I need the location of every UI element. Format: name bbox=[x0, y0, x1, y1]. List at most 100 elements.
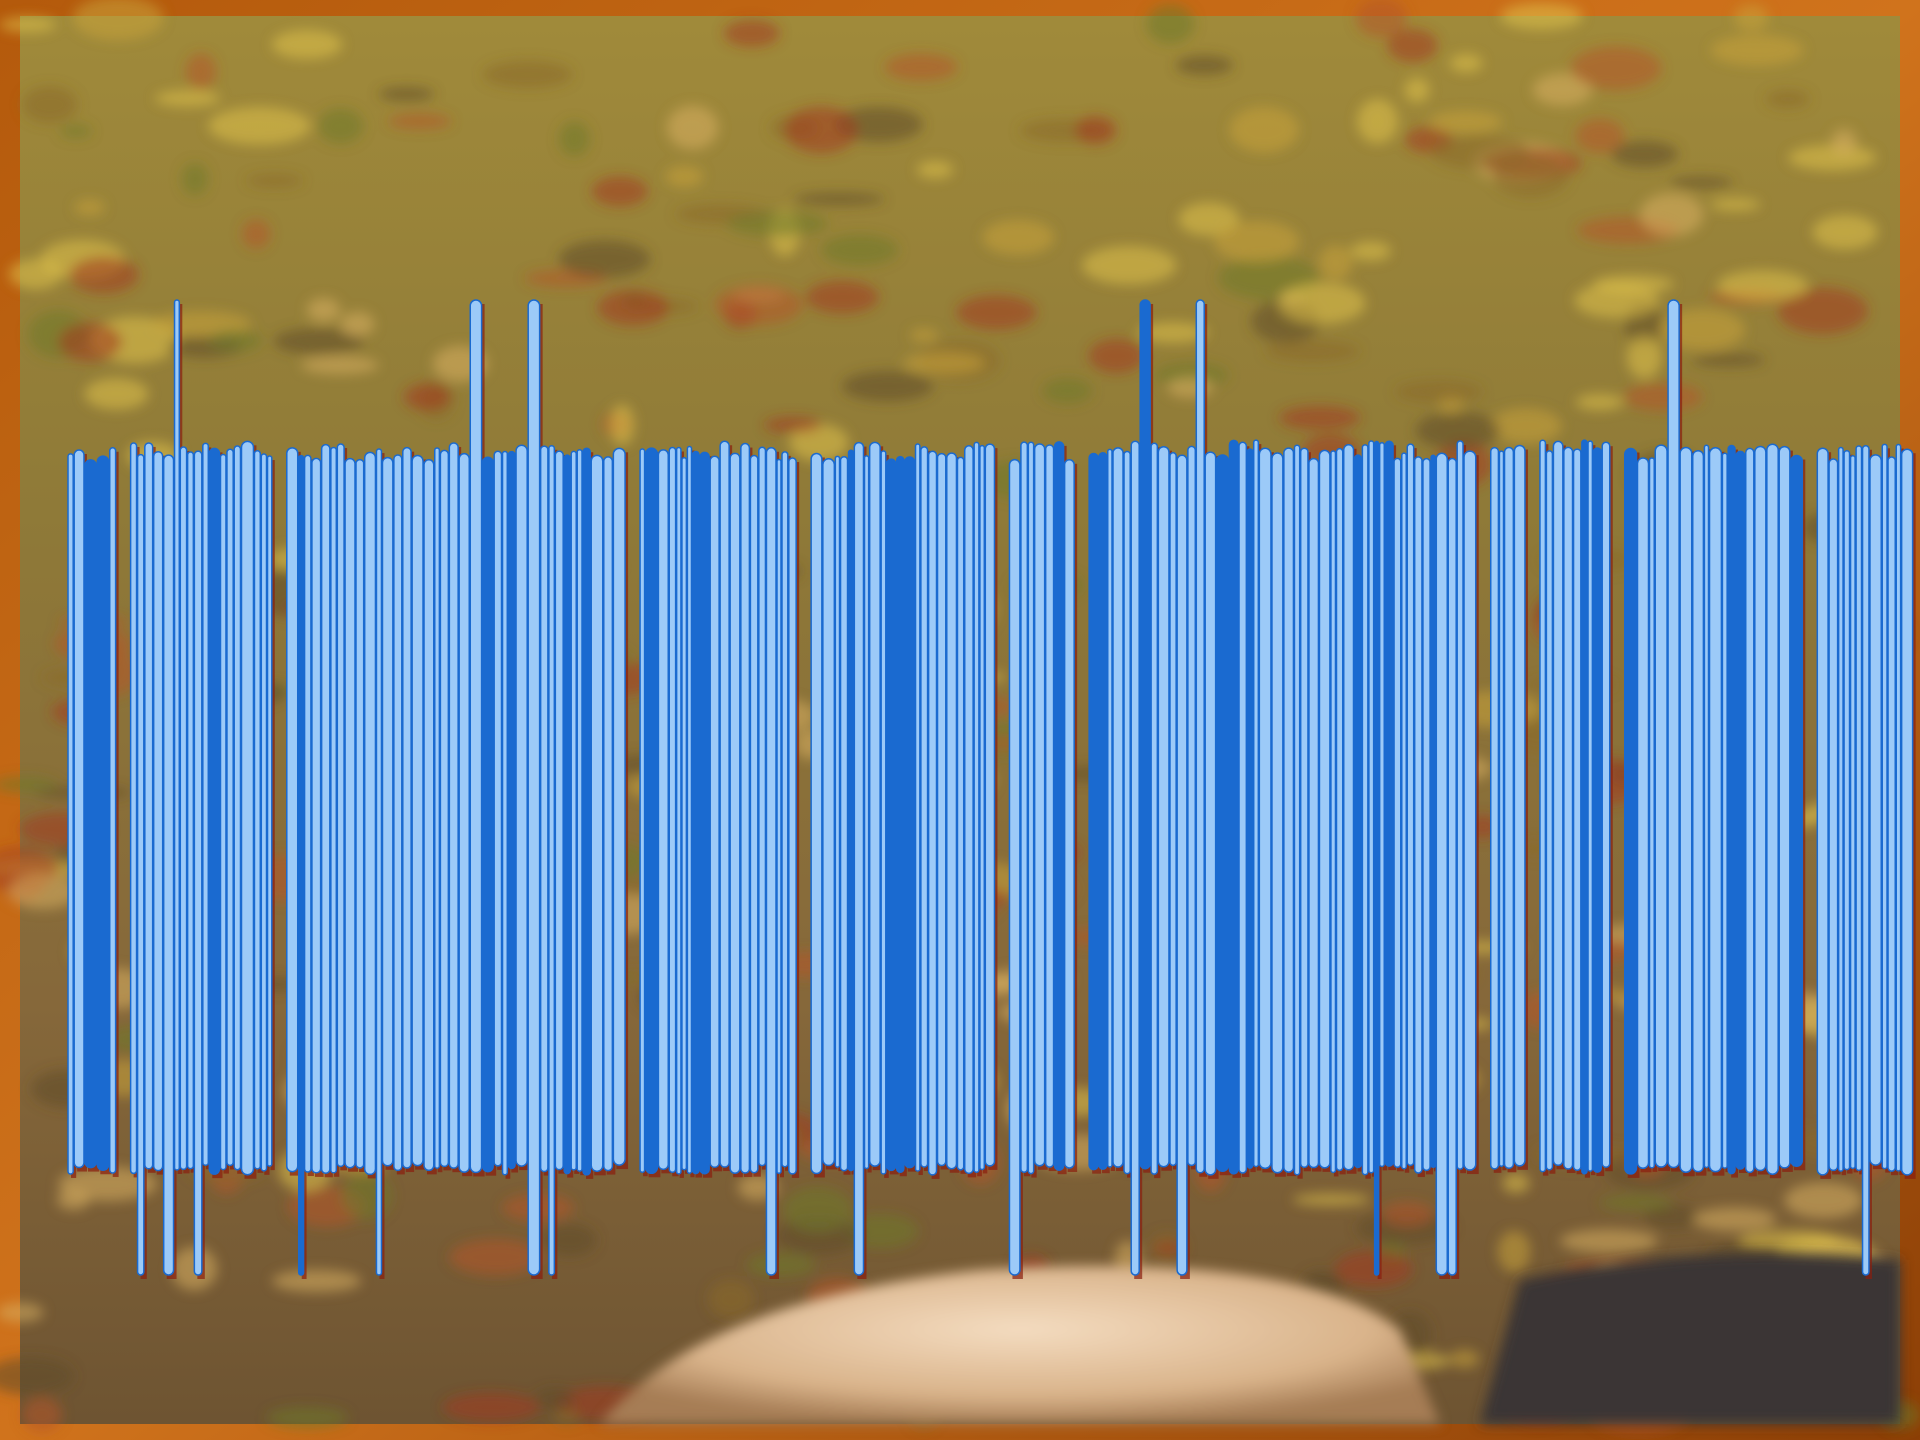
glyph-stroke bbox=[297, 454, 305, 1276]
glyph-shadow bbox=[270, 460, 275, 1171]
leaf bbox=[916, 161, 954, 179]
glyph-stroke bbox=[1384, 440, 1394, 1167]
glyph-stroke bbox=[963, 445, 974, 1175]
leaf bbox=[1599, 1194, 1673, 1211]
leaf bbox=[1449, 53, 1483, 73]
glyph-stroke bbox=[260, 453, 268, 1172]
glyph-stroke bbox=[1106, 448, 1113, 1168]
glyph-stroke bbox=[411, 454, 424, 1167]
glyph-stroke bbox=[1063, 459, 1075, 1169]
leaf bbox=[1229, 106, 1299, 153]
glyph-stroke bbox=[590, 454, 604, 1173]
leaf bbox=[1292, 1193, 1371, 1206]
leaf bbox=[1395, 380, 1483, 403]
glyph-stroke bbox=[691, 450, 700, 1175]
leaf bbox=[1784, 1182, 1863, 1219]
leaf bbox=[665, 166, 704, 187]
leaf bbox=[449, 1238, 543, 1276]
leaf bbox=[1350, 241, 1392, 261]
glyph-stroke bbox=[1435, 452, 1448, 1276]
leaf bbox=[1734, 4, 1769, 32]
leaf bbox=[1178, 202, 1240, 236]
leaf bbox=[1137, 322, 1209, 344]
leaf bbox=[1415, 411, 1501, 450]
leaf bbox=[59, 124, 92, 138]
glyph-stroke bbox=[1721, 452, 1728, 1169]
glyph-stroke bbox=[152, 450, 164, 1172]
glyph-stroke bbox=[469, 299, 483, 1174]
glyph-stroke bbox=[863, 455, 870, 1170]
leaf bbox=[208, 329, 262, 353]
glyph-stroke bbox=[973, 441, 980, 1174]
leaf bbox=[1449, 1349, 1480, 1369]
glyph-stroke bbox=[788, 457, 797, 1175]
leaf bbox=[58, 322, 123, 362]
glyph-stroke bbox=[1361, 444, 1369, 1176]
glyph-stroke bbox=[1778, 445, 1791, 1169]
glyph-stroke bbox=[1027, 441, 1035, 1175]
glyph-stroke bbox=[904, 456, 916, 1169]
leaf bbox=[246, 174, 303, 188]
glyph-stroke bbox=[1539, 439, 1547, 1173]
glyph-stroke bbox=[1378, 442, 1385, 1168]
glyph-stroke bbox=[657, 449, 669, 1171]
glyph-stroke bbox=[363, 451, 377, 1176]
glyph-stroke bbox=[1373, 440, 1380, 1276]
glyph-stroke bbox=[1667, 299, 1680, 1169]
leaf bbox=[1574, 283, 1659, 318]
wordart-text bbox=[67, 299, 1916, 1280]
leaf bbox=[884, 53, 958, 81]
leaf bbox=[784, 106, 858, 154]
glyph-stroke bbox=[1754, 445, 1767, 1172]
leaf bbox=[317, 108, 364, 144]
glyph-stroke bbox=[914, 443, 921, 1172]
glyph-stroke bbox=[1456, 440, 1464, 1170]
leaf bbox=[1502, 1172, 1530, 1194]
glyph-stroke bbox=[1204, 451, 1217, 1176]
glyph-stroke bbox=[1169, 452, 1177, 1167]
glyph-stroke bbox=[1790, 454, 1804, 1168]
leaf bbox=[1812, 214, 1878, 250]
glyph-stroke bbox=[1195, 299, 1205, 1174]
leaf bbox=[1575, 393, 1624, 411]
leaf bbox=[74, 199, 105, 216]
glyph-stroke bbox=[1187, 445, 1197, 1167]
leaf bbox=[84, 378, 149, 410]
glyph-stroke bbox=[393, 454, 403, 1172]
leaf bbox=[805, 280, 879, 314]
leaf bbox=[552, 1408, 580, 1425]
glyph-stroke bbox=[336, 443, 345, 1168]
glyph-stroke bbox=[1335, 447, 1344, 1172]
leaf bbox=[273, 327, 365, 355]
leaf bbox=[185, 53, 217, 90]
leaf bbox=[609, 404, 635, 446]
glyph-stroke bbox=[458, 452, 471, 1173]
leaf bbox=[0, 17, 57, 33]
leaf bbox=[1532, 73, 1593, 106]
glyph-stroke bbox=[675, 446, 682, 1175]
glyph-stroke bbox=[481, 456, 494, 1173]
glyph-stroke bbox=[1422, 457, 1431, 1172]
leaf bbox=[714, 285, 803, 325]
glyph-stroke bbox=[433, 447, 441, 1169]
glyph-stroke bbox=[439, 449, 450, 1168]
glyph-stroke bbox=[1353, 454, 1363, 1169]
leaf bbox=[155, 90, 221, 107]
leaf bbox=[1404, 77, 1430, 103]
glyph-stroke bbox=[822, 458, 836, 1167]
leaf bbox=[558, 240, 651, 278]
glyph-stroke bbox=[1744, 447, 1755, 1174]
glyph-stroke bbox=[834, 455, 841, 1168]
leaf bbox=[58, 1166, 158, 1202]
leaf bbox=[1626, 336, 1662, 379]
glyph-stroke bbox=[1139, 299, 1151, 1170]
glyph-stroke bbox=[1330, 450, 1337, 1174]
glyph-stroke bbox=[1563, 446, 1574, 1170]
glyph-stroke bbox=[381, 456, 394, 1167]
glyph-stroke bbox=[173, 299, 181, 1171]
glyph-stroke bbox=[1654, 444, 1668, 1168]
glyph-stroke bbox=[1157, 445, 1170, 1168]
leaf bbox=[1042, 378, 1093, 404]
glyph-stroke bbox=[1252, 439, 1260, 1168]
glyph-stroke bbox=[1592, 447, 1602, 1173]
